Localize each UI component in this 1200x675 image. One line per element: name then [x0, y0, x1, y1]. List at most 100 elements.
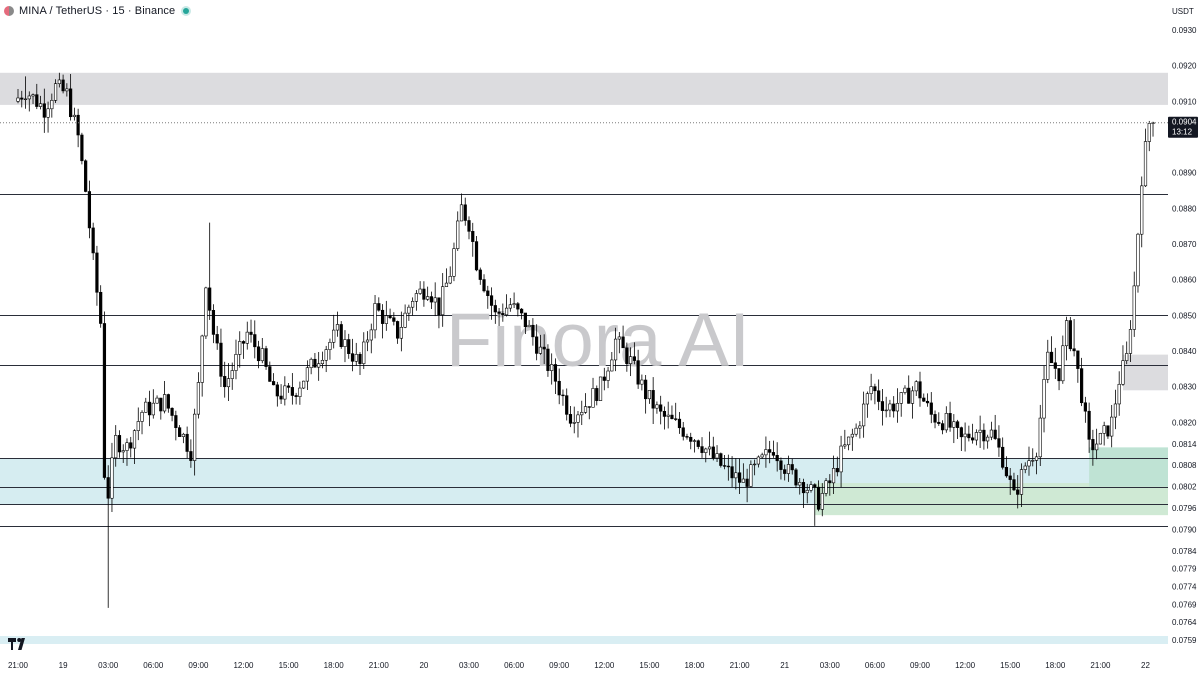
candle	[16, 88, 20, 104]
candle-body-up	[448, 275, 452, 284]
candles-layer	[16, 72, 1155, 608]
candle-body-down	[520, 308, 524, 314]
candle	[1068, 317, 1072, 352]
candle	[914, 380, 918, 396]
candle-body-down	[211, 310, 216, 335]
candle	[553, 358, 558, 394]
candle-body-up	[666, 414, 670, 417]
candle	[1057, 368, 1061, 391]
candle	[76, 108, 80, 148]
candle	[986, 434, 990, 449]
candle-body-up	[1042, 379, 1046, 419]
candle	[418, 281, 422, 295]
candle	[20, 90, 24, 108]
candle-body-up	[550, 364, 554, 371]
candle	[1072, 318, 1076, 357]
candle	[542, 334, 546, 364]
candle	[1087, 402, 1091, 453]
candle-body-down	[1091, 439, 1095, 451]
candle-body-down	[478, 269, 482, 280]
candle	[756, 455, 760, 468]
candle	[38, 95, 43, 110]
time-axis[interactable]: 21:00 19 03:00 06:00 09:00 12:00 15:00 18:00 21:…	[8, 661, 1151, 670]
candle-body-down	[918, 381, 922, 399]
candle-body-up	[843, 444, 847, 447]
candle	[219, 328, 223, 387]
time-tick-label: 12:00	[233, 661, 254, 670]
zone-demand[interactable]	[814, 483, 1168, 516]
candle-body-down	[471, 231, 475, 242]
candle-body-up	[125, 442, 129, 451]
candle	[576, 411, 580, 438]
candle-body-down	[174, 415, 178, 428]
zones-layer	[0, 72, 1168, 516]
candle-body-up	[1027, 460, 1031, 467]
candle	[854, 423, 858, 437]
symbol-header[interactable]: MINA / TetherUS · 15 · Binance	[4, 3, 190, 19]
candle	[223, 361, 227, 398]
candle-body-up	[403, 312, 407, 328]
candle	[550, 353, 554, 385]
candle-body-down	[1053, 362, 1057, 369]
candle-body-up	[132, 430, 137, 449]
candle	[211, 304, 216, 344]
candle	[666, 401, 670, 429]
tradingview-logo-icon[interactable]	[8, 638, 28, 650]
candle-body-down	[546, 348, 550, 371]
candle-body-up	[121, 450, 125, 453]
candle-body-down	[929, 402, 933, 415]
candle	[940, 420, 945, 435]
candle-body-up	[332, 329, 336, 343]
candle-body-down	[1001, 446, 1005, 468]
candle-body-up	[399, 326, 403, 339]
candle-body-up	[888, 403, 892, 411]
candle	[768, 440, 772, 464]
time-tick-label: 22	[1141, 661, 1150, 670]
price-tick-label: 0.0764	[1172, 618, 1197, 627]
candle-body-up	[38, 103, 43, 107]
candle	[1046, 339, 1050, 384]
candle-body-down	[955, 421, 960, 428]
candle-body-up	[140, 411, 144, 422]
price-axis[interactable]: USDT 0.0930 0.0920 0.0910 0.0890 0.0880 0.087…	[1172, 7, 1197, 645]
candle	[204, 286, 208, 339]
candle	[677, 412, 682, 434]
candle	[264, 345, 268, 370]
candle-body-down	[256, 346, 261, 362]
candle-body-up	[114, 435, 118, 459]
candle	[662, 406, 667, 430]
candle	[1151, 121, 1155, 137]
candle	[1117, 371, 1121, 416]
zone-demand_recent[interactable]	[1089, 447, 1168, 487]
candle-body-down	[350, 353, 355, 362]
candle-body-down	[967, 433, 971, 439]
zone-supply_small[interactable]	[1122, 354, 1168, 391]
candle-body-down	[835, 468, 839, 473]
price-tick-label: 0.0769	[1172, 600, 1197, 609]
candle-body-down	[489, 295, 494, 306]
candle	[129, 436, 133, 458]
candle-body-up	[1151, 122, 1155, 124]
candle	[1095, 428, 1099, 460]
candle-body-down	[482, 279, 486, 292]
candle	[50, 93, 54, 118]
candle-body-up	[655, 404, 659, 409]
candle-body-up	[764, 449, 768, 456]
candle	[99, 285, 103, 328]
zone-resistance[interactable]	[0, 72, 1168, 105]
candle-body-up	[317, 363, 321, 368]
candle	[1110, 404, 1114, 448]
candle	[1102, 421, 1106, 446]
candle	[388, 308, 392, 320]
candle	[1076, 350, 1080, 383]
price-tick-label: 0.0910	[1172, 97, 1197, 106]
candle-body-down	[1057, 368, 1061, 382]
candle-body-up	[328, 341, 332, 350]
candle-body-up	[1121, 360, 1125, 385]
candle-body-down	[621, 336, 625, 349]
candle	[692, 439, 697, 453]
candle	[125, 438, 129, 466]
candle-body-up	[162, 394, 167, 412]
